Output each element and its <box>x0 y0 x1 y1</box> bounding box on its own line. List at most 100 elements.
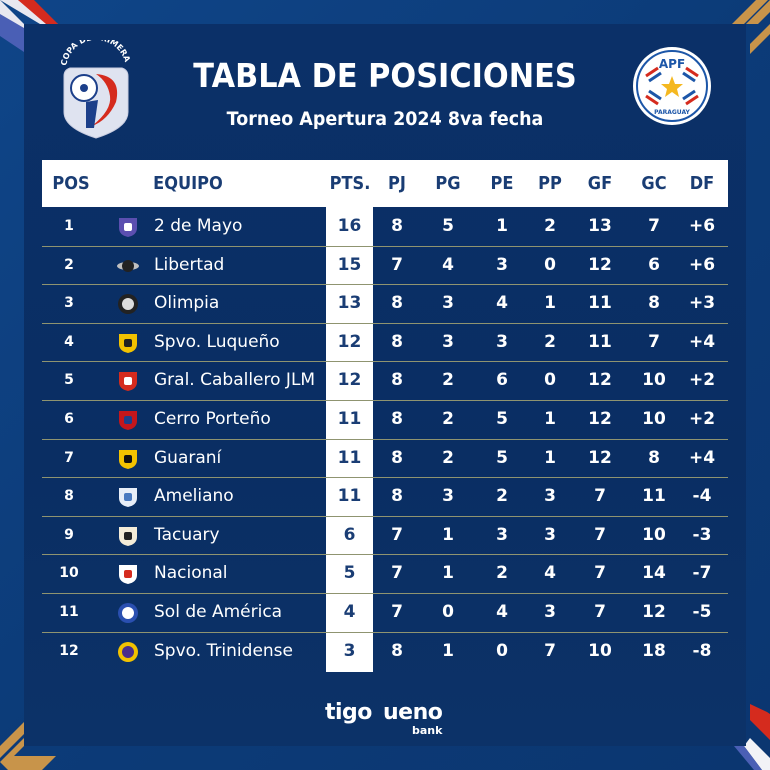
team-name: Ameliano <box>154 486 234 507</box>
gc-cell: 8 <box>648 293 660 314</box>
pp-cell: 4 <box>544 563 556 584</box>
luqueno-crest-icon <box>119 333 137 353</box>
pp-cell: 1 <box>544 293 556 314</box>
row-divider <box>42 400 728 401</box>
pe-cell: 3 <box>496 524 508 545</box>
ameliano-crest-icon <box>119 488 137 508</box>
column-header-pp: PP <box>538 173 562 194</box>
position-cell: 1 <box>64 218 74 234</box>
position-cell: 3 <box>64 295 74 312</box>
column-header-pos: POS <box>52 173 90 194</box>
team-name: Guaraní <box>154 447 222 468</box>
corner-stripes-top-right <box>732 0 770 54</box>
position-cell: 10 <box>59 565 79 582</box>
points-cell: 11 <box>337 486 362 507</box>
column-header-pg: PG <box>435 173 461 194</box>
gc-cell: 18 <box>642 640 666 661</box>
team-name: Tacuary <box>154 524 220 545</box>
team-name: 2 de Mayo <box>154 216 243 236</box>
df-cell: +2 <box>688 409 716 429</box>
pp-cell: 3 <box>544 524 556 545</box>
column-header-pe: PE <box>490 173 514 194</box>
table-row: 12 Spvo. Trinidense 3 8 1 0 7 10 18 -8 <box>42 632 728 671</box>
gc-cell: 8 <box>648 447 660 468</box>
points-cell: 13 <box>337 293 362 314</box>
ueno-sponsor-logo: ueno <box>383 700 443 725</box>
table-row: 1 2 de Mayo 16 8 5 1 2 13 7 +6 <box>42 207 728 246</box>
gc-cell: 11 <box>642 486 666 507</box>
pg-cell: 1 <box>442 563 454 584</box>
gc-cell: 10 <box>642 524 666 545</box>
pp-cell: 0 <box>544 254 556 275</box>
position-cell: 11 <box>59 604 79 620</box>
column-header-gc: GC <box>641 173 667 194</box>
df-cell: -5 <box>692 602 712 622</box>
cerro-porteno-crest-icon <box>119 411 137 430</box>
corner-stripes-bottom-left <box>0 722 56 770</box>
apf-paraguay-logo: APF PARAGUAY <box>633 47 711 125</box>
table-row: 8 Ameliano 11 8 3 2 3 7 11 -4 <box>42 477 728 516</box>
df-cell: +3 <box>688 293 716 314</box>
table-row: 5 Gral. Caballero JLM 12 8 2 6 0 12 10 +2 <box>42 361 728 400</box>
pp-cell: 1 <box>544 447 556 468</box>
row-divider <box>42 477 728 479</box>
pg-cell: 3 <box>442 486 454 507</box>
position-cell: 2 <box>64 256 74 273</box>
pp-cell: 1 <box>544 409 556 429</box>
pe-cell: 0 <box>496 640 508 661</box>
points-cell: 12 <box>337 370 362 391</box>
paraguay-logo-text: PARAGUAY <box>654 109 690 116</box>
team-name: Olimpia <box>154 293 220 314</box>
pg-cell: 2 <box>442 409 454 429</box>
pj-cell: 8 <box>391 447 403 468</box>
position-cell: 8 <box>64 488 74 505</box>
table-row: 11 Sol de América 4 7 0 4 3 7 12 -5 <box>42 593 728 632</box>
team-name: Cerro Porteño <box>154 409 271 429</box>
corner-stripes-bottom-right <box>734 704 770 770</box>
pg-cell: 0 <box>442 602 454 622</box>
pe-cell: 1 <box>496 216 508 236</box>
pp-cell: 0 <box>544 370 556 391</box>
pg-cell: 3 <box>442 293 454 314</box>
table-row: 9 Tacuary 6 7 1 3 3 7 10 -3 <box>42 516 728 555</box>
team-name: Libertad <box>154 254 225 275</box>
team-name: Nacional <box>154 563 228 584</box>
gc-cell: 7 <box>648 331 660 352</box>
column-header-pts: PTS. <box>329 173 371 194</box>
gc-cell: 10 <box>642 370 666 391</box>
pe-cell: 4 <box>496 602 508 622</box>
pe-cell: 3 <box>496 254 508 275</box>
page-subtitle: Torneo Apertura 2024 8va fecha <box>226 108 544 130</box>
page-title: TABLA DE POSICIONES <box>193 56 577 95</box>
guarani-crest-icon <box>119 449 137 469</box>
points-cell: 11 <box>337 409 362 429</box>
row-divider <box>42 322 728 324</box>
df-cell: +4 <box>688 447 716 468</box>
tacuary-crest-icon <box>119 526 137 546</box>
gf-cell: 12 <box>588 409 612 429</box>
position-cell: 5 <box>64 372 74 389</box>
pj-cell: 7 <box>391 254 403 275</box>
points-cell: 6 <box>343 524 356 545</box>
team-name: Gral. Caballero JLM <box>154 370 316 391</box>
pp-cell: 3 <box>544 602 556 622</box>
pj-cell: 7 <box>391 563 403 584</box>
gf-cell: 10 <box>588 640 612 661</box>
main-panel <box>24 24 746 746</box>
pe-cell: 6 <box>496 370 508 391</box>
olimpia-crest-icon <box>118 294 138 315</box>
gf-cell: 7 <box>594 563 606 584</box>
pj-cell: 8 <box>391 486 403 507</box>
pp-cell: 7 <box>544 640 556 661</box>
row-divider <box>42 631 728 633</box>
gf-cell: 12 <box>588 370 612 391</box>
table-header <box>42 160 728 207</box>
pj-cell: 8 <box>391 293 403 314</box>
team-name: Spvo. Trinidense <box>154 640 293 661</box>
pp-cell: 2 <box>544 331 556 352</box>
row-divider <box>42 361 728 363</box>
pe-cell: 5 <box>496 447 508 468</box>
position-cell: 6 <box>64 411 74 427</box>
table-row: 2 Libertad 15 7 4 3 0 12 6 +6 <box>42 246 728 285</box>
corner-stripes-top-left <box>0 0 58 52</box>
